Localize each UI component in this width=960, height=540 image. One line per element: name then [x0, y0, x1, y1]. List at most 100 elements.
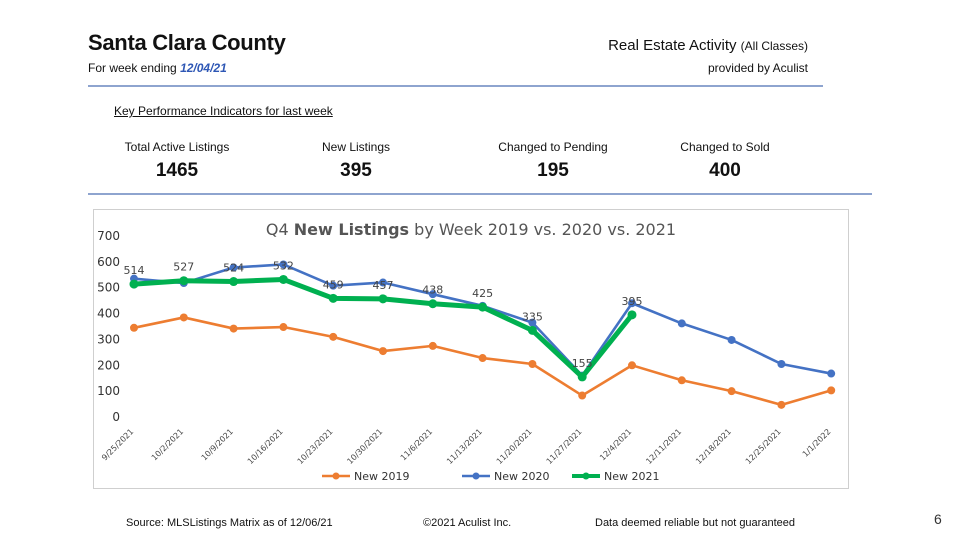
x-tick-label: 12/4/2021: [598, 427, 633, 462]
data-point: [578, 391, 587, 400]
chart-title-bold: New Listings: [294, 220, 409, 239]
line-chart: Q4 New Listings by Week 2019 vs. 2020 vs…: [97, 220, 836, 483]
data-point: [777, 400, 786, 409]
y-tick-label: 500: [97, 281, 120, 295]
chart-frame: Q4 New Listings by Week 2019 vs. 2020 vs…: [93, 209, 849, 489]
data-point: [577, 372, 587, 382]
x-tick-label: 12/18/2021: [694, 427, 733, 466]
data-label: 459: [323, 278, 344, 291]
kpi-changed-pending: Changed to Pending 195: [483, 140, 623, 182]
data-point: [279, 260, 288, 269]
data-point: [528, 359, 537, 368]
data-point: [179, 276, 189, 286]
kpi-total-active: Total Active Listings 1465: [113, 140, 241, 182]
subtitle-date: 12/04/21: [180, 61, 227, 75]
x-tick-label: 12/25/2021: [744, 427, 783, 466]
y-tick-label: 300: [97, 332, 120, 346]
report-provider: provided by Aculist: [707, 61, 808, 75]
kpi-label: Changed to Pending: [498, 140, 608, 154]
x-tick-label: 10/9/2021: [200, 427, 235, 462]
chart-legend: New 2019 New 2020 New 2021: [322, 470, 659, 483]
data-point: [677, 319, 686, 328]
data-label: 438: [422, 284, 443, 297]
kpi-changed-sold: Changed to Sold 400: [665, 140, 785, 182]
data-point: [229, 324, 238, 333]
data-point: [777, 359, 786, 368]
page-subtitle: For week ending 12/04/21: [88, 61, 227, 75]
page-number: 6: [934, 511, 942, 527]
x-tick-label: 12/11/2021: [644, 427, 683, 466]
kpi-value: 195: [537, 160, 569, 181]
series-new-2021: [129, 274, 637, 382]
data-label: 425: [472, 287, 493, 300]
y-tick-label: 400: [97, 307, 120, 321]
series-layer: [129, 260, 836, 409]
data-point: [628, 299, 636, 308]
chart-title: Q4 New Listings by Week 2019 vs. 2020 vs…: [266, 220, 676, 239]
footer-disclaimer: Data deemed reliable but not guaranteed: [595, 517, 795, 529]
data-point: [378, 294, 388, 304]
kpi-divider: [88, 193, 872, 195]
data-point: [428, 290, 437, 299]
data-label: 457: [373, 279, 394, 292]
y-tick-label: 100: [97, 384, 120, 398]
data-point: [827, 369, 836, 378]
x-tick-label: 11/20/2021: [495, 427, 534, 466]
page-title: Santa Clara County: [88, 30, 286, 55]
x-tick-label: 11/6/2021: [399, 427, 434, 462]
data-point: [428, 341, 437, 350]
data-point: [328, 293, 338, 303]
data-point: [677, 376, 686, 385]
x-tick-label: 10/30/2021: [345, 427, 384, 466]
data-point: [528, 318, 537, 327]
data-point: [478, 302, 488, 312]
data-point: [428, 299, 438, 309]
data-point: [329, 332, 338, 341]
legend-label: New 2019: [354, 470, 409, 483]
data-point: [130, 323, 138, 332]
footer-copyright: ©2021 Aculist Inc.: [423, 517, 512, 529]
x-tick-label: 1/1/2022: [801, 427, 833, 459]
x-tick-label: 10/16/2021: [246, 427, 285, 466]
data-label: 514: [124, 264, 145, 277]
legend-label: New 2020: [494, 470, 549, 483]
series-line: [131, 276, 635, 380]
subtitle-prefix: For week ending: [88, 61, 181, 75]
report-title-qualifier: (All Classes): [740, 39, 808, 53]
data-point: [478, 354, 487, 363]
kpi-heading: Key Performance Indicators for last week: [114, 104, 333, 118]
legend-item: New 2019: [322, 470, 409, 483]
y-tick-label: 700: [97, 229, 120, 243]
data-label: 527: [173, 261, 194, 274]
series-new-2019: [130, 313, 836, 409]
y-tick-label: 0: [112, 410, 120, 424]
x-axis: 9/25/2021 10/2/2021 10/9/2021 10/16/2021 10/…: [100, 427, 833, 466]
data-point: [379, 347, 387, 356]
data-label: 155: [572, 357, 593, 370]
x-tick-label: 11/27/2021: [545, 427, 584, 466]
chart-title-suffix: by Week 2019 vs. 2020 vs. 2021: [409, 220, 676, 239]
data-label: 335: [522, 310, 543, 323]
data-labels: 514 527 524 532 459 457 438 425 335 155 395: [124, 259, 643, 369]
data-point: [628, 361, 636, 370]
legend-swatch-marker: [472, 472, 480, 480]
data-point: [329, 281, 338, 290]
data-point: [379, 278, 387, 287]
data-label: 395: [622, 295, 643, 308]
chart-title-prefix: Q4: [266, 220, 294, 239]
legend-swatch-marker: [332, 472, 340, 480]
legend-label: New 2021: [604, 470, 659, 483]
x-tick-label: 10/2/2021: [150, 427, 185, 462]
data-point: [229, 263, 238, 272]
kpi-value: 395: [340, 160, 372, 181]
kpi-value: 1465: [155, 160, 199, 181]
data-point: [727, 387, 736, 396]
legend-item: New 2020: [462, 470, 549, 483]
data-label: 532: [273, 259, 294, 272]
report-title: Real Estate Activity (All Classes): [608, 37, 808, 54]
data-point: [827, 386, 836, 395]
data-point: [229, 277, 239, 287]
kpi-value: 400: [709, 160, 741, 181]
x-tick-label: 11/13/2021: [445, 427, 484, 466]
data-point: [727, 335, 736, 344]
